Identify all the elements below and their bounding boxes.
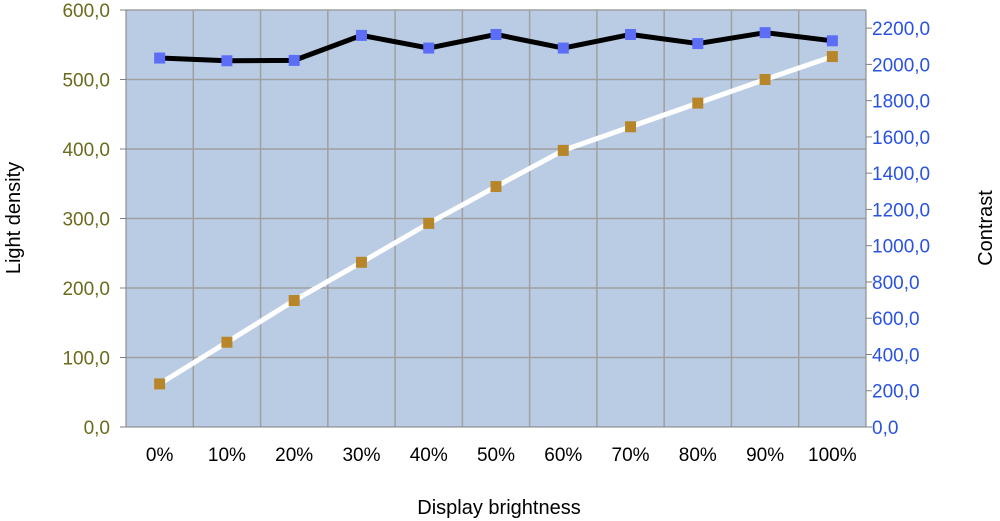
right-tick-label: 1600,0 [872,128,930,149]
left-tick-label: 600,0 [62,1,110,22]
right-tick-label: 2200,0 [872,19,930,40]
right-tick-labels: 0,0 200,0 400,0 600,0 800,0 1000,0 1200,0 1400,… [872,19,930,439]
contrast-point [288,54,300,66]
contrast-point [826,35,838,47]
right-tick-label: 1800,0 [872,92,930,113]
x-tick-label: 20% [275,445,313,466]
x-tick-label: 90% [746,445,784,466]
light-density-point [557,144,569,156]
y2-axis-title: Contrast [975,190,997,266]
x-tick-label: 0% [146,445,174,466]
x-tick-labels: 0% 10% 20% 30% 40% 50% 60% 70% 80% 90% 100% [146,445,857,466]
x-tick-label: 100% [808,445,857,466]
left-tick-label: 200,0 [62,279,110,300]
contrast-point [557,42,569,54]
right-tick-label: 400,0 [872,345,920,366]
light-density-point [423,217,435,229]
x-tick-label: 80% [679,445,717,466]
left-tick-labels: 0,0 100,0 200,0 300,0 400,0 500,0 600,0 [62,1,110,439]
light-density-point [490,181,502,193]
right-tick-label: 1400,0 [872,164,930,185]
light-density-point [625,121,637,133]
contrast-point [355,29,367,41]
right-tick-label: 2000,0 [872,55,930,76]
x-axis-title: Display brightness [417,497,580,519]
right-tick-label: 200,0 [872,382,920,403]
contrast-point [692,38,704,50]
left-tick-label: 0,0 [84,418,110,439]
right-tick-label: 600,0 [872,309,920,330]
x-tick-label: 70% [612,445,650,466]
contrast-point [154,52,166,64]
x-tick-label: 60% [544,445,582,466]
light-density-point [692,97,704,109]
light-density-point [759,74,771,85]
right-tick-label: 800,0 [872,273,920,294]
light-density-point [221,336,233,348]
light-density-point [288,295,300,307]
x-tick-label: 10% [208,445,246,466]
right-tick-label: 0,0 [872,418,898,439]
x-tick-label: 50% [477,445,515,466]
y-axis-title: Light density [3,162,25,274]
light-density-point [355,256,367,268]
light-density-point [826,51,838,63]
x-tick-label: 30% [342,445,380,466]
contrast-point [423,42,435,54]
left-tick-label: 100,0 [62,349,110,370]
right-tick-label: 1000,0 [872,237,930,258]
left-tick-label: 400,0 [62,140,110,161]
contrast-point [759,27,771,39]
left-tick-label: 500,0 [62,71,110,92]
x-tick-label: 40% [410,445,448,466]
light-density-point [154,378,166,390]
series-markers [154,27,838,390]
contrast-point [221,55,233,67]
contrast-point [625,28,637,40]
contrast-point [490,28,502,40]
gridlines [120,9,872,428]
right-tick-label: 1200,0 [872,200,930,221]
left-tick-label: 300,0 [62,210,110,231]
